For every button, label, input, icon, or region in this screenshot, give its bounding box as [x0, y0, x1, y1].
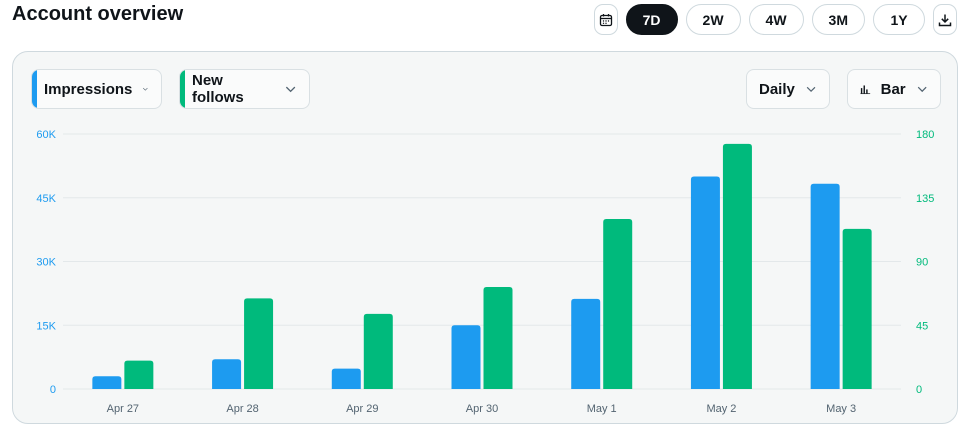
chart-type-dropdown[interactable]: Bar	[847, 69, 941, 109]
bar-new-follows	[842, 228, 872, 389]
range-option-7d[interactable]: 7D	[625, 4, 678, 35]
y-left-tick-label: 30K	[36, 257, 56, 269]
bar-new-follows	[244, 298, 274, 389]
bar-new-follows	[722, 143, 752, 389]
range-option-3m[interactable]: 3M	[811, 4, 865, 35]
x-tick-label: May 3	[826, 403, 856, 415]
bar-impressions	[92, 376, 122, 389]
range-option-2w[interactable]: 2W	[685, 4, 741, 35]
chart-type-label: Bar	[880, 80, 906, 98]
bar-new-follows	[124, 360, 154, 389]
metric-color-stripe	[32, 70, 37, 108]
download-button[interactable]	[933, 4, 957, 35]
metric-label: Impressions	[44, 80, 133, 98]
y-left-tick-label: 15K	[36, 320, 56, 332]
x-tick-label: Apr 29	[346, 403, 378, 415]
metric-selector-new-follows[interactable]: New follows	[179, 69, 310, 109]
bar-chart-icon	[860, 85, 871, 95]
chart-card: Impressions New follows Daily Bar 0 15K 30…	[12, 51, 958, 424]
y-right-tick-label: 45	[916, 320, 928, 332]
x-tick-label: May 2	[706, 403, 736, 415]
download-icon	[938, 14, 952, 26]
x-tick-label: Apr 27	[107, 403, 139, 415]
y-left-tick-label: 0	[50, 384, 56, 396]
x-tick-label: Apr 30	[466, 403, 498, 415]
x-tick-label: May 1	[587, 403, 617, 415]
bar-impressions	[810, 183, 840, 389]
bar-new-follows	[603, 219, 633, 389]
bar-chart: 0 15K 30K 45K 60K 0 45 90 135 180 Apr 27 Apr 28 Apr …	[36, 129, 934, 415]
bar-impressions	[331, 368, 361, 389]
y-right-tick-label: 90	[916, 257, 928, 269]
chevron-down-icon	[806, 86, 816, 93]
interval-label: Daily	[759, 80, 795, 98]
bar-impressions	[690, 176, 720, 389]
calendar-button[interactable]	[593, 4, 618, 35]
page-title: Account overview	[12, 3, 184, 25]
y-right-tick-label: 180	[916, 129, 934, 141]
y-right-tick-label: 135	[916, 193, 934, 205]
bar-impressions	[451, 325, 481, 389]
chevron-down-icon	[285, 86, 296, 93]
chevron-down-icon	[143, 87, 149, 91]
x-tick-label: Apr 28	[226, 403, 258, 415]
y-right-tick-label: 0	[916, 384, 922, 396]
metric-color-stripe	[180, 70, 185, 108]
interval-dropdown[interactable]: Daily	[746, 69, 830, 109]
calendar-icon	[599, 13, 612, 26]
bar-impressions	[212, 359, 242, 389]
y-left-tick-label: 60K	[36, 129, 56, 141]
chevron-down-icon	[917, 86, 927, 93]
bar-impressions	[571, 298, 601, 389]
metric-selector-impressions[interactable]: Impressions	[31, 69, 162, 109]
range-option-1y[interactable]: 1Y	[873, 4, 925, 35]
bar-new-follows	[483, 287, 513, 389]
bar-new-follows	[363, 313, 393, 389]
y-left-tick-label: 45K	[36, 193, 56, 205]
metric-label: New follows	[192, 72, 244, 106]
range-option-4w[interactable]: 4W	[748, 4, 804, 35]
range-selector: 7D 2W 4W 3M 1Y	[593, 4, 957, 35]
